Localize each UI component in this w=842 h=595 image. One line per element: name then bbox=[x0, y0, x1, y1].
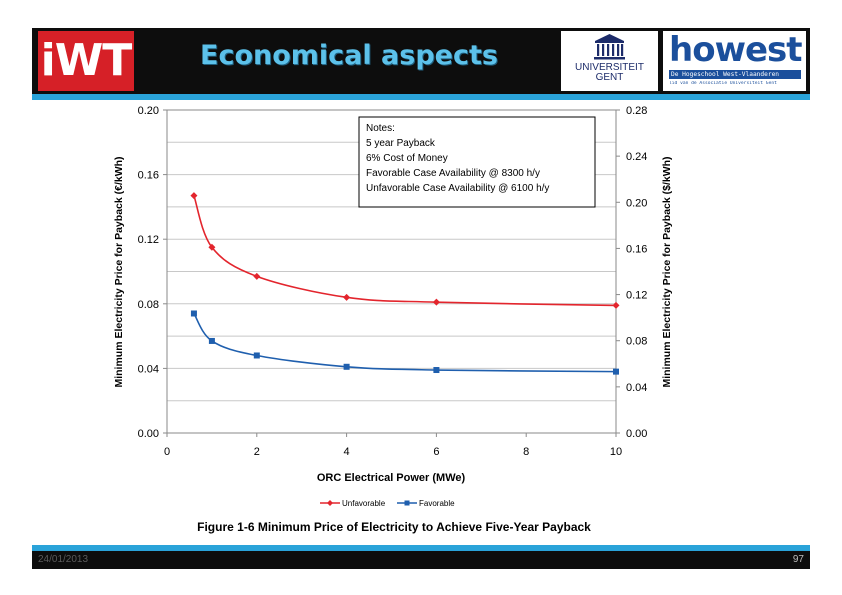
notes-box: Notes: 5 year Payback 6% Cost of Money F… bbox=[358, 116, 596, 208]
legend-label-favorable: Favorable bbox=[419, 499, 455, 508]
y-left-tick-label: 0.04 bbox=[138, 363, 159, 375]
data-point-favorable bbox=[613, 368, 619, 375]
series-line-unfavorable bbox=[193, 195, 617, 307]
iwt-logo-text: iWT bbox=[40, 35, 133, 86]
x-tick-label: 6 bbox=[433, 446, 439, 458]
x-tick-label: 8 bbox=[523, 446, 529, 458]
y-right-tick-label: 0.12 bbox=[626, 290, 647, 302]
notes-line: Notes: bbox=[366, 123, 395, 134]
plot-area-frame bbox=[166, 109, 617, 434]
chart-axes: 0.00 0.04 0.08 0.12 0.16 0.20 0.00 0.04 0.08 0.12… bbox=[138, 105, 648, 458]
slide-title: Economical aspects bbox=[200, 40, 498, 71]
chart-series bbox=[190, 192, 620, 375]
y-axis-label-left: Minimum Electricity Price for Payback (€… bbox=[113, 156, 125, 387]
data-point-favorable bbox=[433, 367, 440, 374]
y-left-tick-label: 0.16 bbox=[138, 170, 159, 182]
universiteit-gent-logo: UNIVERSITEIT GENT bbox=[561, 31, 658, 91]
y-left-tick-label: 0.12 bbox=[138, 234, 159, 246]
y-axis-label-right: Minimum Electricity Price for Payback ($… bbox=[661, 156, 673, 387]
iwt-logo: iWT bbox=[38, 31, 134, 91]
legend-marker-unfavorable bbox=[327, 500, 333, 506]
y-left-tick-label: 0.00 bbox=[138, 428, 159, 440]
figure-caption: Figure 1-6 Minimum Price of Electricity … bbox=[197, 520, 591, 534]
howest-logo: howest De Hogeschool West-Vlaanderen lid… bbox=[663, 30, 806, 91]
data-point-unfavorable bbox=[343, 293, 351, 301]
slide-date: 24/01/2013 bbox=[38, 554, 89, 565]
notes-line: Favorable Case Availability @ 8300 h/y bbox=[366, 168, 540, 179]
y-left-tick-label: 0.20 bbox=[138, 105, 159, 117]
x-tick-label: 10 bbox=[610, 446, 622, 458]
x-tick-label: 2 bbox=[254, 446, 260, 458]
y-right-tick-label: 0.24 bbox=[626, 151, 647, 163]
data-point-unfavorable bbox=[432, 298, 440, 306]
legend-marker-favorable bbox=[404, 500, 410, 506]
y-right-tick-label: 0.20 bbox=[626, 197, 647, 209]
howest-tagline: lid van de Associatie Universiteit Gent bbox=[669, 81, 777, 86]
data-point-favorable bbox=[190, 310, 197, 317]
howest-wordmark: howest bbox=[669, 30, 803, 70]
y-right-tick-label: 0.08 bbox=[626, 336, 647, 348]
notes-line: 5 year Payback bbox=[366, 138, 436, 149]
y-left-tick-label: 0.08 bbox=[138, 299, 159, 311]
footer-accent-band bbox=[32, 545, 810, 551]
howest-subtitle: De Hogeschool West-Vlaanderen bbox=[669, 70, 801, 79]
y-right-tick-label: 0.28 bbox=[626, 105, 647, 117]
price-chart: 0.00 0.04 0.08 0.12 0.16 0.20 0.00 0.04 0.08 0.12… bbox=[113, 105, 673, 534]
y-right-tick-label: 0.04 bbox=[626, 382, 647, 394]
slide-page-number: 97 bbox=[792, 554, 804, 565]
data-point-favorable bbox=[343, 363, 350, 370]
data-point-unfavorable bbox=[208, 243, 216, 251]
legend-label-unfavorable: Unfavorable bbox=[342, 499, 386, 508]
footer-bar: 24/01/2013 97 bbox=[32, 551, 810, 569]
y-right-tick-label: 0.16 bbox=[626, 243, 647, 255]
universiteit-gent-wordmark: UNIVERSITEIT GENT bbox=[575, 62, 644, 83]
data-point-favorable bbox=[253, 352, 260, 359]
data-point-unfavorable bbox=[612, 301, 620, 309]
y-right-tick-label: 0.00 bbox=[626, 428, 647, 440]
data-point-unfavorable bbox=[190, 192, 198, 200]
data-point-unfavorable bbox=[253, 272, 261, 280]
x-axis-label: ORC Electrical Power (MWe) bbox=[317, 472, 466, 484]
x-tick-label: 4 bbox=[344, 446, 350, 458]
notes-line: Unfavorable Case Availability @ 6100 h/y bbox=[366, 183, 549, 194]
data-point-favorable bbox=[208, 337, 215, 344]
x-tick-label: 0 bbox=[164, 446, 170, 458]
chart-legend: Unfavorable Favorable bbox=[320, 499, 455, 508]
header-accent-band bbox=[32, 94, 810, 100]
notes-line: 6% Cost of Money bbox=[366, 153, 448, 164]
university-building-icon bbox=[594, 34, 625, 60]
series-line-favorable bbox=[193, 313, 617, 373]
